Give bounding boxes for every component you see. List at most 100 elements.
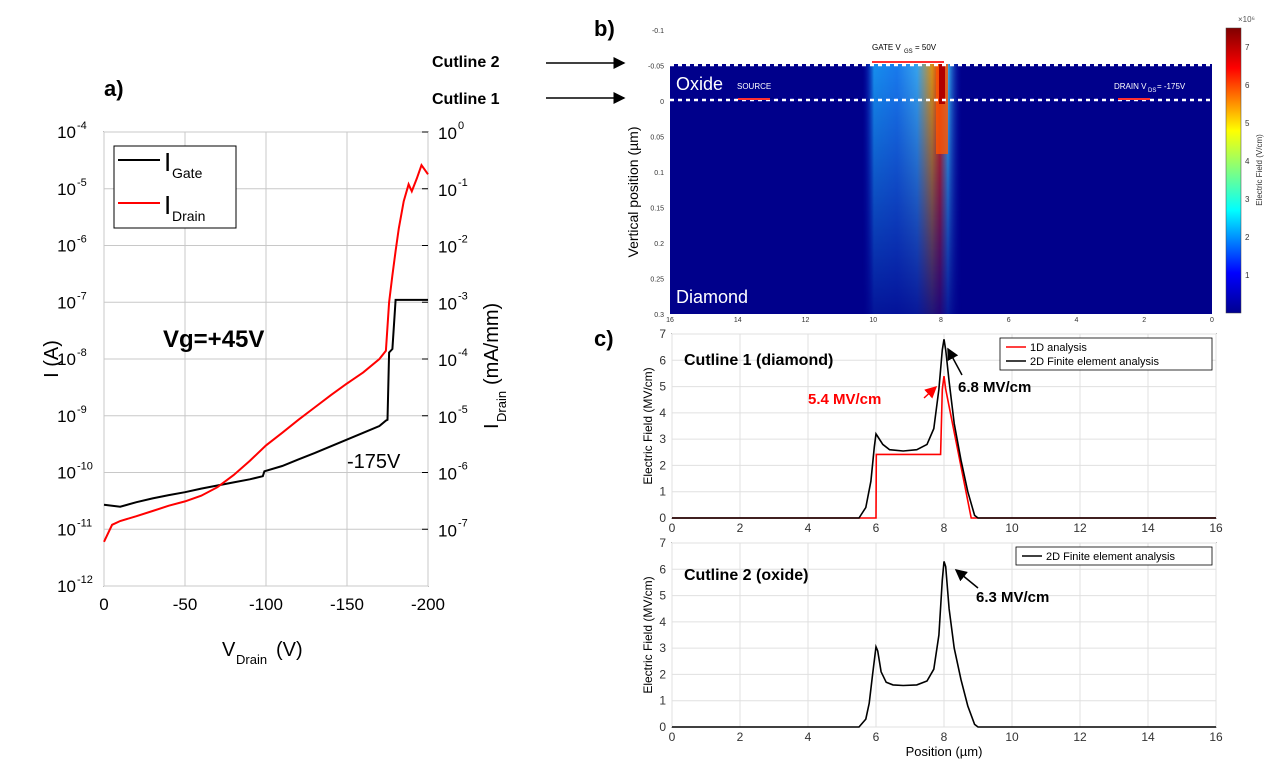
y-tick-label: 10 [57,464,76,483]
b-y-tick: 0.2 [654,241,664,248]
y-tick-label: 0 [659,720,666,734]
y2-tick-label: 10 [438,124,457,143]
b-y-tick: 0.1 [654,170,664,177]
y-tick-label: 10 [57,123,76,142]
c1-annotation-6-8: 6.8 MV/cm [958,379,1031,396]
panel-c1-title: Cutline 1 (diamond) [684,352,833,369]
x-tick-label: -100 [249,595,283,614]
colorbar-tick: 7 [1245,43,1250,52]
x-tick-label: 2 [737,730,744,744]
x-tick-label: 0 [99,595,108,614]
y-tick-label: 10 [57,577,76,596]
y-tick-label: 10 [57,180,76,199]
x-tick-label: 12 [1073,521,1087,535]
panel-b-heatmap: Oxide SOURCE GATE V GS = 50V DRAIN V DS … [432,15,1264,324]
x-tick-label: -150 [330,595,364,614]
y2-tick-exp: -6 [458,461,468,473]
panel-a-xlabel: V Drain (V) [222,639,303,667]
y-tick-exp: -11 [77,517,92,529]
y2-tick-label: 10 [438,238,457,257]
y-tick-exp: -9 [77,404,87,416]
y-tick-label: 10 [57,293,76,312]
c2-arrow-6-3 [954,569,979,589]
colorbar-tick: 4 [1245,157,1250,166]
y2-tick-exp: -5 [458,404,468,416]
svg-text:GATE V: GATE V [872,43,901,52]
colorbar-tick: 6 [1245,81,1250,90]
svg-text:= -175V: = -175V [1157,82,1186,91]
y-tick-label: 4 [659,406,666,420]
b-y-tick: 0.05 [650,135,664,142]
y-tick-label: 3 [659,432,666,446]
x-tick-label: 16 [1209,521,1223,535]
legend-gate-label: I [164,147,171,177]
series-line [672,339,1216,519]
y2-tick-label: 10 [438,408,457,427]
series-IGate [103,298,428,508]
x-tick-label: 0 [669,730,676,744]
x-tick-label: 6 [873,521,880,535]
y-tick-label: 10 [57,237,76,256]
panel-a-legend: I Gate I Drain [113,145,237,229]
svg-text:V: V [222,639,236,661]
y-tick-label: 10 [57,350,76,369]
panel-label-c: c) [594,326,614,351]
b-x-tick: 4 [1075,317,1079,324]
colorbar-tick: 5 [1245,119,1250,128]
svg-text:GS: GS [904,49,913,55]
y-tick-exp: -4 [77,120,87,132]
panel-label-b: b) [594,16,615,41]
x-tick-label: 10 [1005,521,1019,535]
panel-a-ylabel: I (A) [41,340,63,378]
source-label: SOURCE [737,82,771,91]
y2-tick-exp: -2 [458,234,468,246]
cutline-1-label: Cutline 1 [432,91,500,108]
y-tick-label: 6 [659,562,666,576]
b-x-tick: 6 [1007,317,1011,324]
x-tick-label: 4 [805,521,812,535]
panel-c2-title: Cutline 2 (oxide) [684,567,808,584]
series-IDrain [103,163,429,543]
diamond-label: Diamond [676,287,748,307]
colorbar-exponent: ×10⁶ [1238,15,1255,24]
heatmap-hotspot-core [939,64,945,104]
y-tick-label: 6 [659,353,666,367]
y-tick-exp: -5 [77,177,87,189]
x-tick-label: -200 [411,595,445,614]
y2-tick-exp: -4 [458,347,468,359]
svg-text:DS: DS [1148,88,1156,94]
heatmap-top-strip [670,30,1212,64]
legend-drain-sub: Drain [172,208,205,224]
x-tick-label: -50 [173,595,198,614]
c2-annotation-6-3: 6.3 MV/cm [976,589,1049,606]
x-tick-label: 16 [1209,730,1223,744]
panel-a-annotation-vg: Vg=+45V [163,326,264,353]
panel-c2-xlabel: Position (µm) [906,744,983,759]
b-x-tick: 0 [1210,317,1214,324]
panel-c1-ylabel: Electric Field (MV/cm) [641,367,655,484]
y2-tick-label: 10 [438,465,457,484]
b-y-tick: -0.05 [648,64,664,71]
x-tick-label: 0 [669,521,676,535]
panel-c2-ylabel: Electric Field (MV/cm) [641,576,655,693]
y2-tick-label: 10 [438,181,457,200]
panel-label-a: a) [104,76,124,101]
y-tick-label: 5 [659,589,666,603]
b-y-tick: -0.1 [652,28,664,35]
svg-text:Drain: Drain [494,391,509,422]
y-tick-label: 7 [659,327,666,341]
b-y-tick: 0.15 [650,206,664,213]
y2-tick-exp: -3 [458,290,468,302]
c2-legend-2d: 2D Finite element analysis [1046,551,1176,563]
b-x-tick: 8 [939,317,943,324]
b-y-tick: 0 [660,99,664,106]
y-tick-label: 2 [659,458,666,472]
y-tick-label: 10 [57,520,76,539]
cutline-2-label: Cutline 2 [432,54,500,71]
